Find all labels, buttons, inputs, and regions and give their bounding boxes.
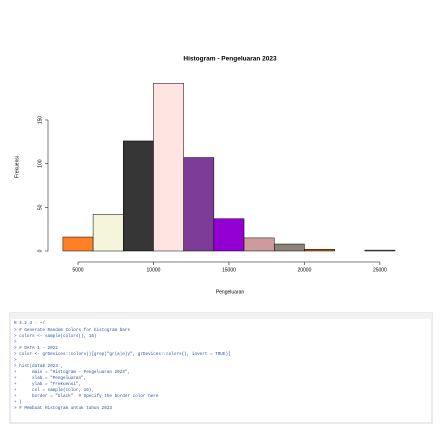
bar <box>183 157 215 252</box>
console-line: > # Membuat Histogram untuk tahun 2023 <box>14 406 112 411</box>
bar <box>123 140 154 252</box>
console-tabs <box>10 313 432 319</box>
console-line: + ) <box>14 400 22 405</box>
x-tick-label: 25000 <box>373 267 387 273</box>
console-line: + border = "black" # Specify the border … <box>14 394 159 399</box>
y-tick-label: 100 <box>37 159 43 168</box>
console-line: + xlab = "Pengeluaran", <box>14 376 86 381</box>
console-pane <box>9 312 433 424</box>
console-line: + col = sample(color, 16), <box>14 388 94 393</box>
plot-pane <box>0 0 442 305</box>
y-tick-label: 150 <box>37 116 43 125</box>
y-tick-label: 50 <box>37 204 43 210</box>
x-tick-label: 20000 <box>297 267 311 273</box>
bar <box>92 214 124 252</box>
bar <box>364 249 396 252</box>
console-line: > color <- grDevices::colors()[grep("gr(… <box>14 352 231 357</box>
bar <box>304 249 335 252</box>
console-line: > # DATA 1 - 2022 <box>14 346 58 351</box>
console-line: + ylab = "Frekuensi", <box>14 382 81 387</box>
console-header: R 4.2.3 · ~/ <box>14 321 45 326</box>
chart-title: Histogram - Pengeluaran 2023 <box>183 56 277 63</box>
bar <box>243 237 275 252</box>
console-line: > hist(data$`2023`, <box>14 364 63 369</box>
bar <box>273 243 305 252</box>
bar <box>153 83 184 252</box>
x-tick-label: 5000 <box>72 267 83 273</box>
console-line: > # Generate Random Colors for histogram… <box>14 328 130 333</box>
bar <box>213 218 245 252</box>
y-tick-label: 0 <box>37 249 43 252</box>
console-line: > colors <- sample(colors(), 16) <box>14 334 97 339</box>
y-axis-label: Frekuensi <box>14 156 20 178</box>
x-tick-label: 10000 <box>147 267 161 273</box>
x-axis-label: Pengeluaran <box>216 289 245 295</box>
console-lines: > # Generate Random Colors for histogram… <box>14 328 231 411</box>
bar <box>62 236 94 252</box>
console-line: + main = "Histogram - Pengeluaran 2023", <box>14 370 130 375</box>
console-line: > <box>14 340 17 345</box>
x-tick-label: 15000 <box>222 267 236 273</box>
console-line: > <box>14 358 17 363</box>
